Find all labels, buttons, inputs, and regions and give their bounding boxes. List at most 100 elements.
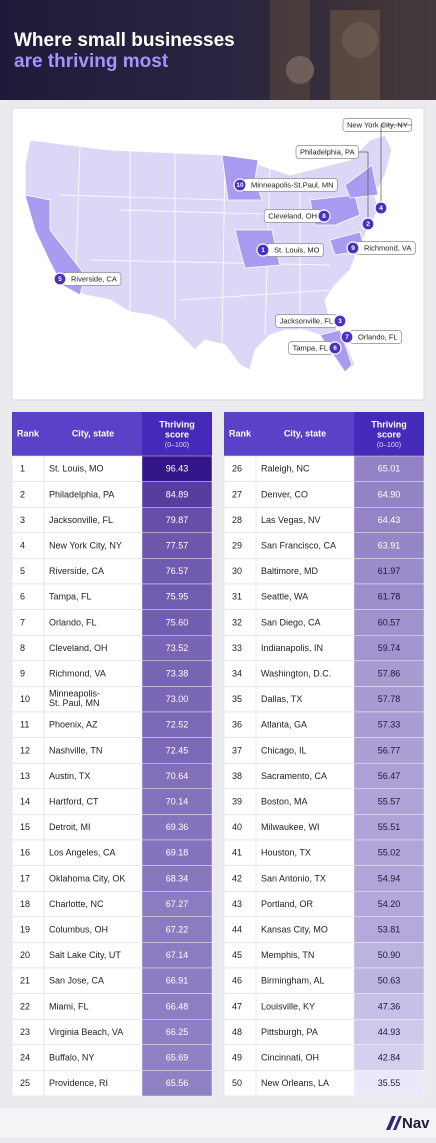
row-bg <box>11 455 143 482</box>
city-cell: Dallas, TX <box>261 694 302 704</box>
map-pin: Richmond, VA 9 <box>346 241 416 255</box>
pin-circle <box>361 217 375 231</box>
city-cell: Phoenix, AZ <box>49 720 98 730</box>
pin-circle <box>333 314 347 328</box>
map-pin: Philadelphia, PA 2 <box>295 145 375 231</box>
pin-rank: 6 <box>333 345 337 352</box>
pin-label: Cleveland, OH <box>268 211 317 220</box>
header-score-bg <box>142 412 212 456</box>
score-value: 70.64 <box>166 771 189 781</box>
pin-rank: 1 <box>261 247 265 254</box>
score-value: 47.36 <box>378 1001 401 1011</box>
pin-rank: 2 <box>366 221 370 228</box>
score-value: 73.00 <box>166 694 189 704</box>
score-cell <box>353 839 425 866</box>
city-cell: Houston, TX <box>261 848 311 858</box>
pin-circle <box>340 330 354 344</box>
score-cell <box>141 660 213 687</box>
rank-cell: 1 <box>20 464 25 474</box>
rank-cell: 20 <box>20 950 30 960</box>
score-value: 54.20 <box>378 899 401 909</box>
pin-label: Minneapolis-St.Paul, MN <box>251 180 334 189</box>
row-bg <box>11 634 143 662</box>
pin-rank: 4 <box>379 205 383 212</box>
row-bg <box>223 711 355 738</box>
score-value: 69.36 <box>166 822 189 832</box>
pin-rank: 7 <box>345 334 349 341</box>
rank-cell: 17 <box>20 873 30 883</box>
map-pin: New York City, NY 4 <box>342 118 413 215</box>
city-cell: San Jose, CA <box>49 976 104 986</box>
score-value: 72.52 <box>166 720 189 730</box>
row-bg <box>223 1018 355 1046</box>
city-cell: Columbus, OH <box>49 924 108 934</box>
score-cell <box>353 916 425 943</box>
row-bg <box>223 916 355 943</box>
score-value: 55.57 <box>378 796 401 806</box>
rank-cell: 48 <box>232 1027 242 1037</box>
map-pin: Jacksonville, FL 3 <box>275 314 347 328</box>
rank-cell: 5 <box>20 566 25 576</box>
city-cell: San Diego, CA <box>261 617 321 627</box>
score-value: 50.90 <box>378 950 401 960</box>
rank-cell: 10 <box>20 694 30 704</box>
rank-cell: 45 <box>232 950 242 960</box>
rank-cell: 36 <box>232 720 242 730</box>
city-cell: Jacksonville, FL <box>49 515 113 525</box>
header-score: score <box>377 429 401 439</box>
rank-cell: 12 <box>20 745 30 755</box>
row-bg <box>11 532 143 559</box>
pin-rank: 10 <box>236 182 244 189</box>
city-cell: Providence, RI <box>49 1078 108 1088</box>
score-value: 57.86 <box>378 668 401 678</box>
row-bg <box>11 583 143 610</box>
city-cell: Austin, TX <box>49 771 90 781</box>
score-cell <box>353 635 425 662</box>
city-cell: New York City, NY <box>49 540 122 550</box>
score-value: 77.57 <box>166 540 189 550</box>
city-cell: Chicago, IL <box>261 745 307 755</box>
city-cell: Denver, CO <box>261 489 308 499</box>
city-cell: Hartford, CT <box>49 796 99 806</box>
pin-circle <box>53 272 67 286</box>
score-value: 79.87 <box>166 515 189 525</box>
pin-label: Jacksonville, FL <box>280 316 333 325</box>
row-bg <box>11 993 143 1020</box>
header-rank: Rank <box>17 428 40 438</box>
city-cell: Sacramento, CA <box>261 771 327 781</box>
rank-cell: 37 <box>232 745 242 755</box>
score-value: 65.01 <box>378 464 401 474</box>
rank-cell: 50 <box>232 1078 242 1088</box>
row-bg <box>11 1018 143 1046</box>
score-value: 55.02 <box>378 848 401 858</box>
city-cell: Oklahoma City, OK <box>49 873 125 883</box>
score-value: 66.25 <box>166 1027 189 1037</box>
score-value: 44.93 <box>378 1027 401 1037</box>
score-cell <box>353 455 425 482</box>
city-cell: Salt Lake City, UT <box>49 950 121 960</box>
row-bg <box>11 865 143 892</box>
score-cell <box>141 635 213 662</box>
logo-icon <box>386 1116 402 1130</box>
score-value: 67.27 <box>166 899 189 909</box>
map-pin: St. Louis, MO 1 <box>256 243 324 257</box>
score-cell <box>141 1019 213 1046</box>
rank-cell: 13 <box>20 771 30 781</box>
header-score: Thriving <box>371 419 407 429</box>
score-cell <box>141 1070 213 1097</box>
city-cell: Tampa, FL <box>49 592 92 602</box>
city-cell: Birmingham, AL <box>261 976 325 986</box>
map-pin: Riverside, CA 5 <box>53 272 122 286</box>
row-bg <box>223 532 355 559</box>
row-bg <box>223 506 355 534</box>
rank-cell: 8 <box>20 643 25 653</box>
score-value: 76.57 <box>166 566 189 576</box>
score-value: 75.60 <box>166 617 189 627</box>
score-cell <box>353 788 425 815</box>
city-cell: Las Vegas, NV <box>261 515 321 525</box>
map-pin: Cleveland, OH 8 <box>263 209 331 223</box>
rank-cell: 44 <box>232 924 242 934</box>
pin-circle <box>374 201 388 215</box>
rank-cell: 7 <box>20 617 25 627</box>
